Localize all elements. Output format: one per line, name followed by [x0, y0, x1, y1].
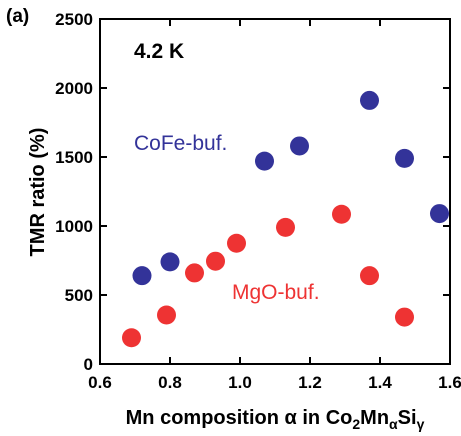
- data-point-cofe: [290, 136, 309, 156]
- data-point-cofe: [430, 204, 449, 224]
- x-tick-label: 1.4: [368, 373, 392, 392]
- x-tick-label: 0.8: [158, 373, 182, 392]
- x-axis-title: Mn composition α in Co2MnαSiγ: [126, 407, 425, 432]
- x-tick-label: 0.6: [88, 373, 112, 392]
- data-point-cofe: [160, 252, 180, 272]
- panel-label: (a): [6, 6, 29, 27]
- y-tick-label: 2500: [55, 10, 93, 29]
- series-label-mgo: MgO-buf.: [232, 281, 320, 304]
- data-point-mgo: [276, 217, 295, 237]
- x-tick-label: 1.0: [228, 373, 252, 392]
- series-label-cofe: CoFe-buf.: [134, 132, 227, 155]
- y-tick-label: 1000: [55, 217, 93, 236]
- data-point-mgo: [122, 328, 141, 348]
- data-point-mgo: [360, 266, 379, 286]
- y-axis: 0 500 1000 1500 2000 2500: [55, 10, 450, 374]
- data-point-mgo: [395, 307, 414, 327]
- data-point-cofe: [132, 266, 152, 286]
- x-axis: 0.6 0.8 1.0 1.2 1.4 1.6: [88, 19, 461, 392]
- data-point-cofe: [255, 151, 274, 171]
- y-tick-label: 1500: [55, 148, 93, 167]
- data-point-mgo: [332, 204, 351, 224]
- data-point-cofe: [395, 148, 414, 168]
- data-points: [122, 90, 449, 348]
- y-tick-label: 500: [65, 286, 93, 305]
- y-tick-label: 2000: [55, 79, 93, 98]
- x-tick-label: 1.6: [438, 373, 461, 392]
- data-point-mgo: [157, 305, 176, 325]
- temperature-annotation: 4.2 K: [134, 40, 184, 63]
- x-tick-label: 1.2: [298, 373, 322, 392]
- y-tick-label: 0: [84, 355, 93, 374]
- data-point-mgo: [206, 251, 225, 271]
- data-point-mgo: [227, 233, 246, 253]
- data-point-mgo: [185, 263, 204, 283]
- plot-frame: [99, 18, 451, 365]
- y-axis-title: TMR ratio (%): [27, 128, 49, 257]
- data-point-cofe: [360, 90, 379, 110]
